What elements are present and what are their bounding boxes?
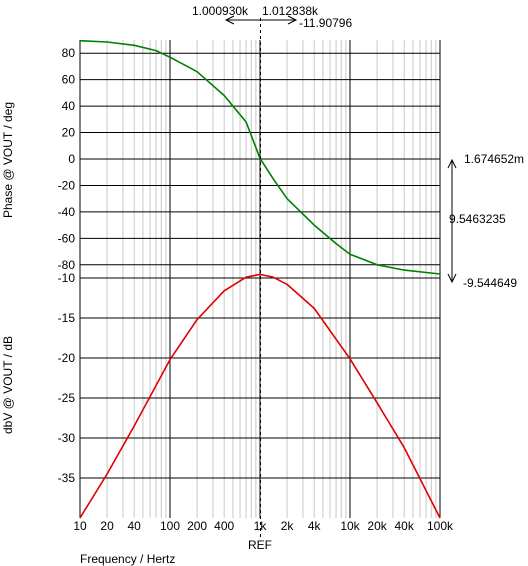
x-tick-label: 40 [128, 519, 142, 533]
cursor-arrowhead-left [224, 15, 235, 25]
cursor-delta-x: -11.90796 [299, 16, 352, 30]
phase-y-tick-label: 0 [68, 152, 75, 166]
x-tick-label: 2k [281, 519, 295, 533]
phase-y-tick-label: -40 [58, 205, 76, 219]
gain-y-tick-label: -30 [58, 431, 76, 445]
gain-y-tick-label: -20 [58, 351, 76, 365]
x-tick-label: 20 [100, 519, 114, 533]
x-tick-label: 1k [254, 519, 268, 533]
cursor-freq-b: 1.012838k [262, 4, 319, 18]
phase-y-tick-label: -60 [58, 231, 76, 245]
cursor-freq-a: 1.000930k [192, 4, 249, 18]
x-tick-label: 40k [395, 519, 415, 533]
phase-y-tick-label: -20 [58, 178, 76, 192]
phase-y-axis-label: Phase @ VOUT / deg [1, 102, 15, 218]
x-tick-label: 100 [160, 519, 180, 533]
gain-y-tick-label: -25 [58, 391, 76, 405]
x-tick-label: 400 [214, 519, 234, 533]
phase-y-tick-label: 20 [62, 126, 76, 140]
cursor-y-delta: 9.5463235 [449, 212, 506, 226]
phase-y-tick-label: 60 [62, 73, 76, 87]
gain-y-tick-label: -35 [58, 471, 76, 485]
phase-y-tick-label: -80 [58, 258, 76, 272]
x-tick-label: 10 [73, 519, 87, 533]
phase-y-tick-label: 80 [62, 46, 76, 60]
x-tick-label: 20k [367, 519, 387, 533]
gain-y-axis-label: dbV @ VOUT / dB [1, 336, 15, 434]
y-delta-arrowhead-top [447, 158, 457, 169]
x-tick-label: 4k [308, 519, 322, 533]
cursor-ref-label: REF [248, 538, 272, 552]
x-tick-label: 200 [187, 519, 207, 533]
cursor-arrowhead-right [287, 15, 298, 25]
x-axis-label: Frequency / Hertz [80, 552, 175, 566]
cursor-y-bottom: -9.544649 [463, 276, 517, 290]
x-tick-label: 100k [427, 519, 454, 533]
y-delta-arrowhead-bottom [447, 273, 457, 284]
phase-y-tick-label: 40 [62, 99, 76, 113]
cursor-y-top: 1.674652m [464, 152, 524, 166]
x-tick-label: 10k [340, 519, 360, 533]
gain-y-tick-label: -15 [58, 311, 76, 325]
gain-y-tick-label: -10 [58, 271, 76, 285]
